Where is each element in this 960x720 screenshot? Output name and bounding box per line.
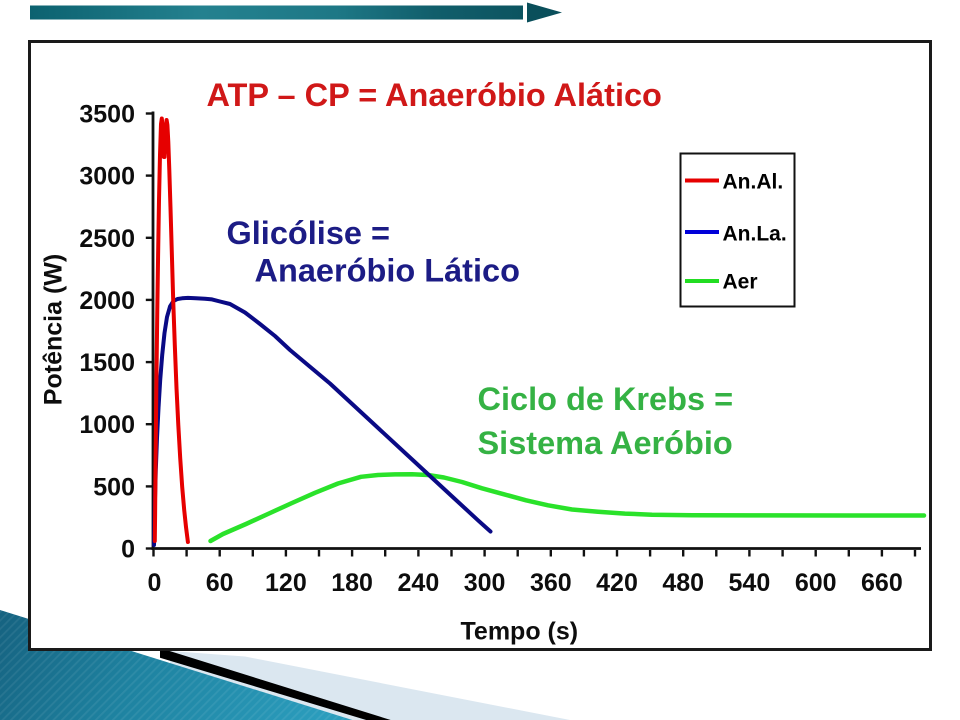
svg-text:480: 480 <box>662 569 704 597</box>
svg-text:3500: 3500 <box>79 101 135 129</box>
svg-text:0: 0 <box>148 569 162 597</box>
svg-text:300: 300 <box>464 569 506 597</box>
svg-text:60: 60 <box>206 569 234 597</box>
svg-text:Potência (W): Potência (W) <box>40 254 68 405</box>
svg-text:1500: 1500 <box>79 349 135 377</box>
svg-text:Anaeróbio Lático: Anaeróbio Lático <box>255 253 520 289</box>
svg-text:Tempo (s): Tempo (s) <box>461 618 579 646</box>
svg-text:Aer: Aer <box>723 271 758 294</box>
svg-text:3000: 3000 <box>79 163 135 191</box>
svg-text:420: 420 <box>596 569 638 597</box>
svg-text:Glicólise =: Glicólise = <box>227 215 390 251</box>
svg-text:2000: 2000 <box>79 287 135 315</box>
svg-text:240: 240 <box>398 569 440 597</box>
svg-text:1000: 1000 <box>79 411 135 439</box>
svg-text:2500: 2500 <box>79 225 135 253</box>
svg-text:180: 180 <box>331 569 373 597</box>
svg-text:0: 0 <box>121 536 135 564</box>
svg-text:540: 540 <box>729 569 771 597</box>
svg-text:An.La.: An.La. <box>723 222 787 245</box>
svg-text:120: 120 <box>265 569 307 597</box>
svg-text:500: 500 <box>93 473 135 501</box>
svg-text:600: 600 <box>795 569 837 597</box>
svg-text:360: 360 <box>530 569 572 597</box>
svg-text:An.Al.: An.Al. <box>723 170 784 193</box>
svg-text:Sistema Aeróbio: Sistema Aeróbio <box>478 425 733 461</box>
svg-text:Ciclo de Krebs =: Ciclo de Krebs = <box>478 381 734 417</box>
svg-text:ATP – CP = Anaeróbio Alático: ATP – CP = Anaeróbio Alático <box>207 77 662 113</box>
svg-text:660: 660 <box>861 569 903 597</box>
